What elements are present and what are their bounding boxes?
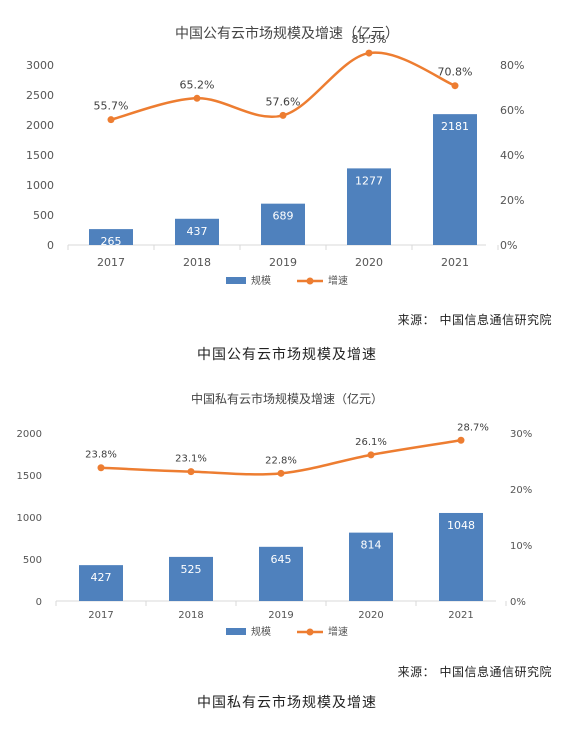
- bar: [169, 556, 213, 601]
- x-category-label: 2018: [178, 610, 203, 621]
- bar: [439, 512, 483, 601]
- growth-point: [365, 49, 373, 57]
- x-category-label: 2017: [97, 256, 125, 269]
- bar-value-label: 1277: [355, 174, 383, 187]
- growth-point: [457, 436, 465, 444]
- y-left-tick-label: 0: [36, 597, 42, 608]
- growth-point: [107, 116, 115, 124]
- y-left-tick-label: 1500: [17, 471, 42, 482]
- y-left-tick-label: 1000: [26, 179, 54, 192]
- legend-label-bar: 规模: [251, 625, 271, 638]
- growth-value-label: 55.7%: [94, 100, 129, 113]
- growth-value-label: 22.8%: [265, 455, 297, 466]
- growth-value-label: 26.1%: [355, 437, 387, 448]
- y-left-tick-label: 2000: [26, 119, 54, 132]
- growth-point: [187, 468, 195, 476]
- growth-value-label: 28.7%: [457, 422, 489, 433]
- x-category-label: 2018: [183, 256, 211, 269]
- bar: [79, 565, 123, 601]
- y-left-tick-label: 2500: [26, 89, 54, 102]
- bar: [89, 229, 133, 245]
- growth-point: [367, 451, 375, 459]
- y-right-tick-label: 30%: [510, 429, 532, 440]
- private-cloud-chart: 中国私有云市场规模及增速（亿元） 0 500 1000 1500 2000 0% 10% 20%…: [17, 391, 533, 638]
- growth-point: [451, 82, 459, 90]
- bar-value-label: 427: [91, 571, 112, 584]
- bar: [261, 203, 305, 245]
- y-right-tick-label: 10%: [510, 541, 532, 552]
- y-left-tick-label: 2000: [17, 429, 42, 440]
- growth-point: [193, 94, 201, 102]
- growth-value-label: 23.8%: [85, 450, 117, 461]
- public-cloud-chart: 中国公有云市场规模及增速（亿元） 0 500 1000 1500 2000 2500 3000…: [26, 25, 524, 287]
- y-right-tick-label: 20%: [500, 194, 524, 207]
- growth-value-label: 57.6%: [266, 95, 301, 108]
- caption-private: 中国私有云市场规模及增速: [197, 695, 377, 711]
- legend-swatch-bar: [226, 628, 246, 635]
- x-category-label: 2017: [88, 610, 113, 621]
- bar-value-label: 814: [361, 539, 382, 552]
- bar-value-label: 1048: [447, 519, 475, 532]
- bar: [259, 546, 303, 601]
- source-note-public: 来源： 中国信息通信研究院: [397, 313, 552, 327]
- y-right-tick-label: 20%: [510, 485, 532, 496]
- bar: [349, 532, 393, 601]
- y-right-tick-label: 0%: [500, 239, 517, 252]
- x-category-label: 2019: [269, 256, 297, 269]
- growth-line: [110, 51, 456, 121]
- bar-value-label: 2181: [441, 120, 469, 133]
- x-category-label: 2021: [448, 610, 473, 621]
- growth-point: [97, 464, 105, 472]
- y-left-tick-label: 500: [23, 555, 42, 566]
- chart-title: 中国公有云市场规模及增速（亿元）: [175, 25, 399, 42]
- growth-value-label: 23.1%: [175, 454, 207, 465]
- y-right-tick-label: 40%: [500, 149, 524, 162]
- growth-value-label: 70.8%: [438, 66, 473, 79]
- legend-label-bar: 规模: [251, 274, 271, 287]
- bar: [433, 114, 477, 245]
- y-right-tick-label: 60%: [500, 104, 524, 117]
- growth-value-label: 85.3%: [352, 33, 387, 46]
- x-category-label: 2019: [268, 610, 293, 621]
- y-left-tick-label: 1000: [17, 513, 42, 524]
- y-right-tick-label: 80%: [500, 59, 524, 72]
- bar-value-label: 689: [273, 210, 294, 223]
- caption-public: 中国公有云市场规模及增速: [197, 347, 377, 363]
- growth-point: [279, 111, 287, 119]
- growth-value-label: 65.2%: [180, 78, 215, 91]
- chart-title: 中国私有云市场规模及增速（亿元）: [191, 391, 383, 406]
- x-category-label: 2020: [355, 256, 383, 269]
- y-left-tick-label: 1500: [26, 149, 54, 162]
- legend-label-line: 增速: [328, 625, 348, 638]
- bar-value-label: 265: [101, 235, 122, 248]
- x-category-label: 2020: [358, 610, 383, 621]
- x-category-label: 2021: [441, 256, 469, 269]
- growth-point: [277, 469, 285, 477]
- y-left-tick-label: 3000: [26, 59, 54, 72]
- legend-label-line: 增速: [328, 274, 348, 287]
- y-left-tick-label: 500: [33, 209, 54, 222]
- bar: [175, 218, 219, 245]
- source-note-private: 来源： 中国信息通信研究院: [397, 665, 552, 679]
- bar-value-label: 645: [271, 553, 292, 566]
- bar-value-label: 437: [187, 225, 208, 238]
- legend-swatch-point: [306, 628, 314, 636]
- legend-swatch-point: [306, 277, 314, 285]
- legend-swatch-bar: [226, 277, 246, 284]
- bar-value-label: 525: [181, 563, 202, 576]
- y-right-tick-label: 0%: [510, 597, 526, 608]
- y-left-tick-label: 0: [47, 239, 54, 252]
- bar: [347, 168, 391, 245]
